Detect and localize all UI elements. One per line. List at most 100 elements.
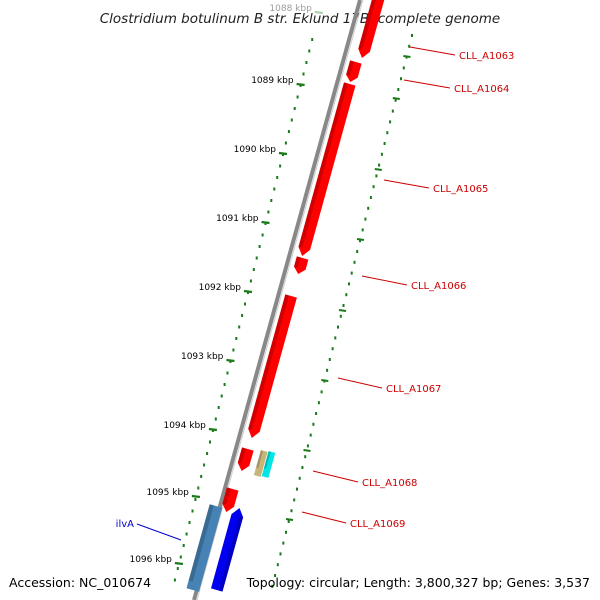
gene-body [237,447,254,471]
dot-track-mark [391,109,394,113]
dot-track-mark [342,304,345,307]
kbp-tick-label: 1091 kbp [216,214,259,224]
minor-tick [182,544,185,547]
major-tick [278,151,288,156]
gene-label[interactable]: CLL_A1064 [454,84,509,95]
genome-backbone [192,0,362,600]
gene-shade [298,82,348,248]
gene-shade [218,516,244,592]
dot-track-mark [400,77,402,81]
minor-tick [232,348,235,352]
minor-tick [249,279,252,283]
dot-track-mark [350,271,353,275]
major-track-mark [338,309,347,312]
minor-tick [220,394,223,398]
dot-track-mark [276,563,279,567]
gene-shade [358,0,376,50]
gene-label-layer: CLL_A1063 CLL_A1064 CLL_A1065 CLL_A1066 CLL_… [116,46,514,541]
minor-tick [173,578,176,582]
major-tick [226,358,235,363]
minor-tick [176,567,179,570]
kbp-tick-label: 1089 kbp [251,76,294,86]
minor-tick [267,210,270,214]
dot-track-mark [328,358,331,361]
kbp-tick-label: 1090 kbp [234,145,277,155]
dot-track-mark [337,325,339,329]
minor-tick [194,498,197,501]
dot-track-mark [290,509,293,513]
minor-tick [188,521,191,524]
gene-label-leader [301,511,347,524]
gene-label-leader [361,275,408,286]
gene-ilva [186,504,223,592]
gene-shade [237,447,246,464]
dot-track-mark [380,152,383,156]
gene-shade [294,256,301,268]
minor-tick [244,302,246,306]
genome-backbone-highlight [196,0,364,600]
gene-label[interactable]: CLL_A1067 [386,384,441,395]
minor-tick [197,486,200,490]
gene-body [211,508,244,592]
gene-label[interactable]: CLL_A1068 [362,478,417,489]
minor-tick [206,452,209,455]
minor-tick [290,118,293,122]
kbp-tick-label: 1092 kbp [199,283,242,293]
minor-tick [191,509,194,513]
dot-track-mark [309,433,312,437]
dot-track-mark [306,444,309,448]
dot-track-mark [320,390,323,394]
gene-body [248,294,297,438]
dot-track-mark [339,314,342,318]
major-tick [191,494,201,499]
major-tick [208,427,218,432]
gene-cll-a1063 [358,0,385,58]
dot-track-mark [331,347,334,351]
dot-track-mark [411,34,413,37]
dot-track-mark [317,401,320,405]
gene-label[interactable]: CLL_A1065 [433,184,488,195]
dot-track-mark [301,466,304,469]
minor-tick [302,72,305,76]
major-track-mark [321,379,329,382]
gene-label-leader [409,46,456,56]
gene-body [298,82,356,257]
gene-blue-reverse [211,508,244,592]
dot-track-mark [375,174,378,178]
major-track-mark [403,55,411,58]
minor-tick [273,187,276,191]
gene-label[interactable]: CLL_A1069 [350,519,405,530]
gene-shade [263,451,271,469]
gene-label[interactable]: CLL_A1066 [411,281,466,292]
minor-tick [214,417,217,421]
gene-shade [346,60,354,76]
gene-body [261,451,276,478]
major-track-mark [374,168,382,171]
gene-label[interactable]: CLL_A1063 [459,51,514,62]
gene-body [253,450,268,477]
minor-tick [200,475,203,478]
minor-tick [293,107,296,110]
dot-track-mark [389,120,392,124]
gene-shade [248,294,290,430]
major-track-mark [285,518,294,521]
gene-label[interactable]: ilvA [116,519,134,530]
gene-label-leader [136,523,182,541]
kbp-tick-label: 1096 kbp [129,555,172,565]
dot-track-mark [285,530,287,534]
major-tick [314,10,323,15]
dot-track-mark [296,487,298,491]
minor-tick [179,555,182,559]
gene-body [186,504,223,592]
dot-track-mark [315,412,318,415]
accession-text: Accession: NC_010674 [9,575,151,590]
minor-tick [311,38,314,41]
minor-tick [235,337,238,340]
dot-track-mark [312,422,315,426]
minor-tick [308,49,311,53]
dot-track-mark [359,239,361,243]
dot-track-mark [367,206,370,210]
dot-track-mark [282,541,285,545]
feature-tan [253,450,268,477]
